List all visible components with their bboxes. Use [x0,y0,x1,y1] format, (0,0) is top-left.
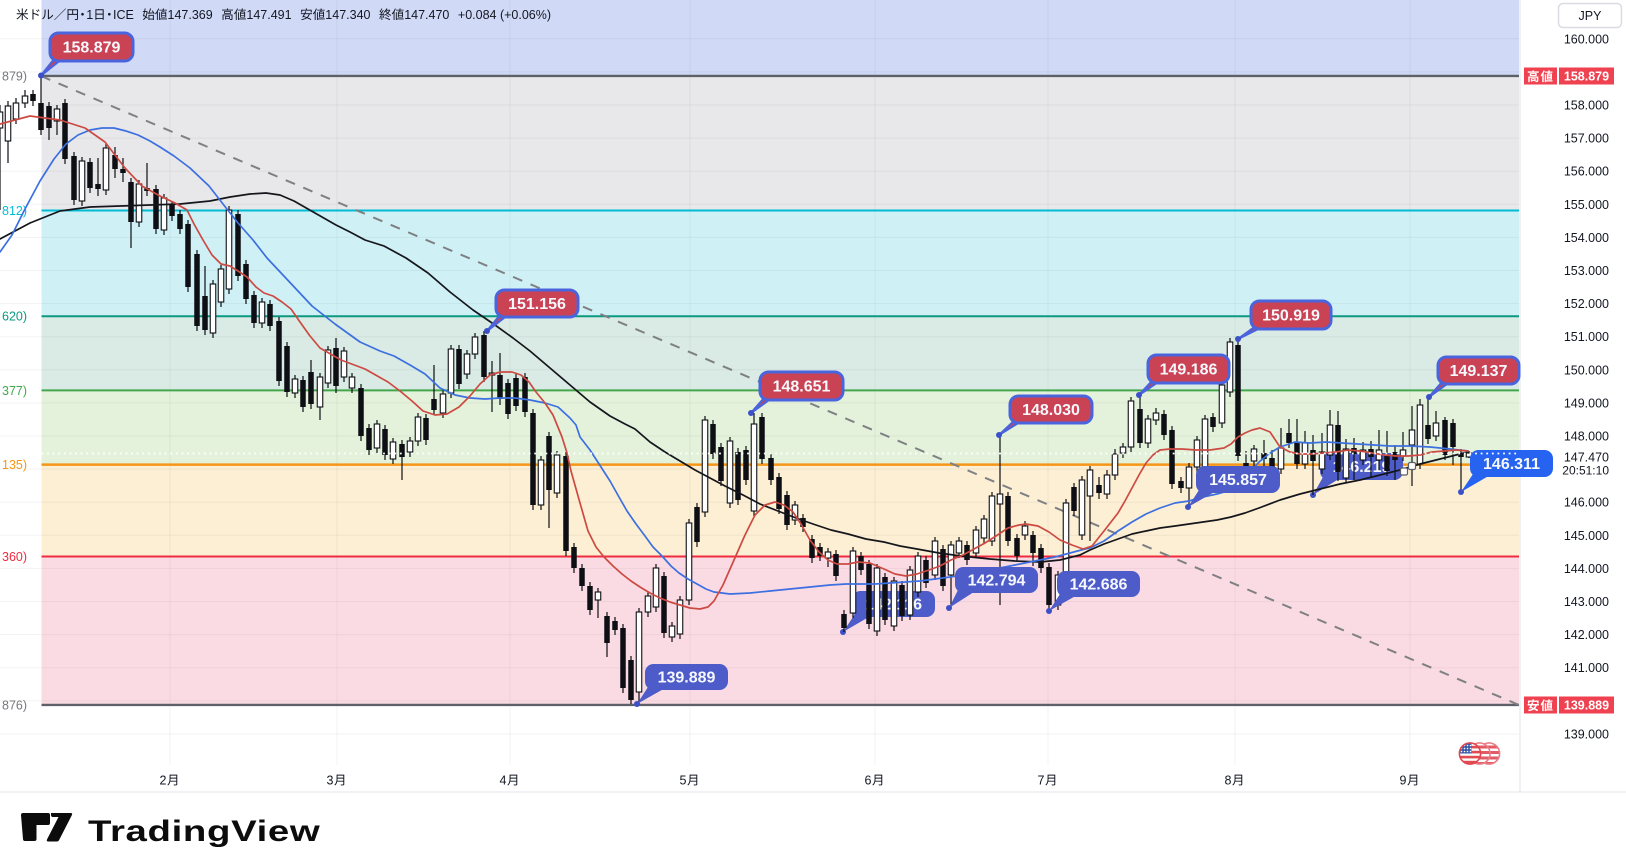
svg-text:148.000: 148.000 [1564,430,1609,444]
svg-text:146.000: 146.000 [1564,496,1609,510]
svg-text:ICE: ICE [113,8,134,22]
svg-text:147.369: 147.369 [168,8,213,22]
svg-text:152.000: 152.000 [1564,297,1609,311]
svg-text:149.000: 149.000 [1564,396,1609,410]
svg-text:139.889: 139.889 [1564,699,1609,713]
svg-text:150.000: 150.000 [1564,363,1609,377]
svg-text:153.000: 153.000 [1564,264,1609,278]
svg-text:TradingView: TradingView [88,815,320,848]
svg-text:141.000: 141.000 [1564,661,1609,675]
svg-text:3: 3 [327,774,334,788]
svg-text:150.919: 150.919 [1262,308,1320,325]
svg-text:154.000: 154.000 [1564,231,1609,245]
svg-text:144.000: 144.000 [1564,562,1609,576]
svg-text:156.000: 156.000 [1564,165,1609,179]
svg-text:146.219: 146.219 [1333,459,1391,476]
svg-text:151.000: 151.000 [1564,330,1609,344]
svg-text:876): 876) [2,698,27,712]
svg-text:160.000: 160.000 [1564,32,1609,46]
svg-text:JPY: JPY [1579,9,1603,23]
svg-text:139.889: 139.889 [658,670,716,687]
svg-text:158.879: 158.879 [63,40,121,57]
svg-text:148.651: 148.651 [773,379,831,396]
svg-text:879): 879) [2,69,27,83]
svg-text:157.000: 157.000 [1564,132,1609,146]
svg-text:812): 812) [2,204,27,218]
svg-text:147.491: 147.491 [246,8,291,22]
svg-text:143.000: 143.000 [1564,595,1609,609]
svg-text:142.794: 142.794 [968,573,1026,590]
svg-text:142.000: 142.000 [1564,628,1609,642]
svg-text:7: 7 [1038,774,1045,788]
svg-text:149.186: 149.186 [1160,362,1218,379]
svg-text:1: 1 [86,8,93,22]
svg-text:135): 135) [2,458,27,472]
svg-text:+0.084 (+0.06%): +0.084 (+0.06%) [458,8,551,22]
svg-text:9: 9 [1400,774,1407,788]
svg-text:20:51:10: 20:51:10 [1562,464,1609,478]
svg-text:148.030: 148.030 [1022,402,1080,419]
svg-text:147.470: 147.470 [404,8,449,22]
svg-text:142.686: 142.686 [1070,577,1128,594]
svg-text:377): 377) [2,384,27,398]
svg-text:360): 360) [2,550,27,564]
svg-text:145.000: 145.000 [1564,529,1609,543]
svg-text:155.000: 155.000 [1564,198,1609,212]
svg-text:145.857: 145.857 [1209,472,1267,489]
svg-text:149.137: 149.137 [1450,363,1508,380]
svg-text:4: 4 [500,774,507,788]
svg-text:620): 620) [2,310,27,324]
svg-text:147.470: 147.470 [1564,451,1609,465]
svg-text:2: 2 [160,774,167,788]
svg-text:158.000: 158.000 [1564,99,1609,113]
svg-text:8: 8 [1225,774,1232,788]
svg-text:151.156: 151.156 [508,296,566,313]
svg-text:158.879: 158.879 [1564,70,1609,84]
svg-text:5: 5 [680,774,687,788]
svg-text:146.311: 146.311 [1483,456,1540,473]
svg-text:147.340: 147.340 [325,8,370,22]
svg-text:139.000: 139.000 [1564,727,1609,741]
svg-text:6: 6 [865,774,872,788]
